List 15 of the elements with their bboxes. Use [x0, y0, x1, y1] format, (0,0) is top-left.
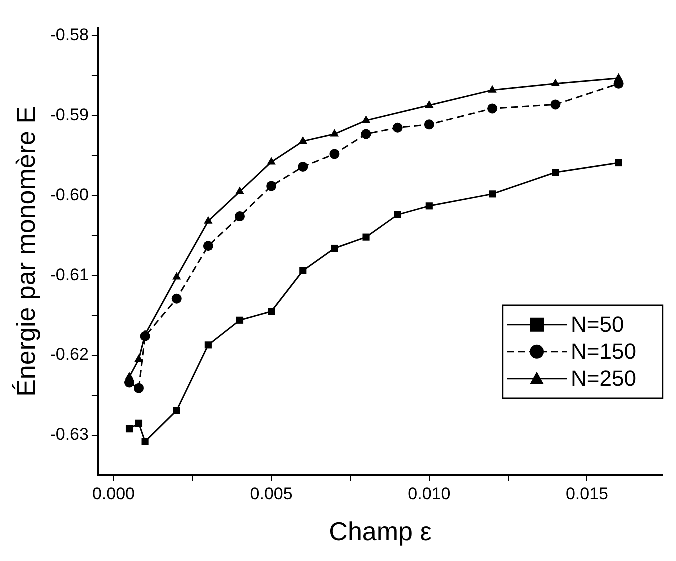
- x-tick-label: 0.000: [92, 484, 136, 504]
- y-tick-label: -0.59: [50, 106, 89, 125]
- legend-label: N=250: [571, 366, 636, 391]
- y-tick-label: -0.62: [50, 345, 89, 364]
- y-tick-label: -0.61: [50, 265, 89, 284]
- y-axis-title: Énergie par monomère E: [10, 106, 41, 397]
- y-tick-label: -0.60: [50, 185, 89, 204]
- y-tick-label: -0.58: [50, 26, 89, 45]
- x-tick-label: 0.005: [250, 484, 293, 504]
- y-tick-label: -0.63: [50, 425, 89, 444]
- legend-label: N=150: [571, 338, 636, 364]
- x-tick-label: 0.015: [566, 484, 609, 504]
- legend-label: N=50: [571, 312, 624, 337]
- x-axis-title: Champ ε: [329, 516, 432, 547]
- x-tick-label: 0.010: [408, 484, 451, 504]
